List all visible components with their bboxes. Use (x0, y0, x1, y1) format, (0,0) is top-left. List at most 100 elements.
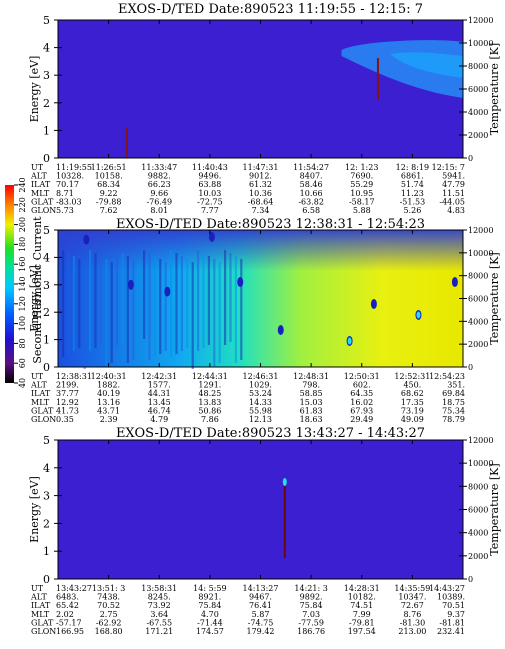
table-cell: -51.53 (400, 197, 426, 206)
stripe-texture (207, 256, 210, 345)
y2-tick-label: 12000 (468, 436, 493, 445)
y-axis-label: Energy [eV] (28, 56, 41, 123)
table-cell: 10.03 (198, 189, 221, 198)
blob-mark (416, 311, 421, 319)
table-cell: 10389. (437, 593, 465, 602)
stripe-texture (175, 253, 178, 354)
table-cell: 78.79 (442, 415, 465, 424)
table-cell: 10347. (398, 593, 426, 602)
table-cell: 68.62 (401, 389, 424, 398)
row-label: GLON (31, 415, 56, 424)
stripe-texture (137, 262, 140, 357)
stripe-texture (116, 250, 119, 345)
stripe-texture (229, 253, 232, 342)
table-cell: 14.33 (249, 398, 272, 407)
table-cell: 798. (302, 381, 320, 390)
table-cell: 8.01 (150, 206, 168, 215)
row-label: ALT (30, 593, 47, 602)
table-cell: 11.51 (442, 189, 465, 198)
table-cell: 7690. (350, 172, 373, 181)
table-cell: 9.37 (447, 610, 465, 619)
table-cell: 2.02 (56, 610, 74, 619)
table-cell: 53.24 (249, 389, 272, 398)
stripe-texture (234, 256, 237, 363)
table-cell: 11.23 (401, 189, 424, 198)
stripe-texture (62, 250, 65, 357)
table-cell: 12: 8:19 (396, 163, 429, 172)
table-cell: 168.80 (95, 627, 123, 636)
colorbar: 40 60 80 100 120 140 160 180 200 220 240 Second Ha… (5, 177, 44, 388)
y-tick-label: 3 (43, 69, 50, 82)
table-cell: 4.79 (150, 415, 168, 424)
table-cell: 12:54:23 (429, 372, 465, 381)
y2-tick-label: 6000 (468, 85, 488, 94)
table-cell: 179.42 (247, 627, 275, 636)
table-cell: 67.93 (350, 406, 373, 415)
colorbar-tick-label: 120 (18, 296, 27, 311)
table-cell: 5.73 (56, 206, 74, 215)
table-cell: 7.86 (201, 415, 219, 424)
table-cell: 11:26:51 (91, 163, 127, 172)
table-cell: -62.92 (96, 618, 122, 627)
stripe-texture (99, 256, 102, 345)
row-label: MLT (31, 610, 50, 619)
table-cell: 2199. (56, 381, 79, 390)
table-cell: -83.03 (56, 197, 82, 206)
table-cell: 18.75 (442, 398, 465, 407)
colorbar-tick-label: 60 (18, 358, 27, 368)
table-cell: 174.57 (196, 627, 224, 636)
table-cell: 12:52:31 (394, 372, 430, 381)
table-cell: 7438. (97, 593, 120, 602)
y-tick-label: 3 (43, 490, 50, 503)
stripe-texture (121, 253, 124, 342)
table-cell: 2.39 (100, 415, 118, 424)
spike-mark (282, 478, 287, 486)
stripe-texture (148, 253, 151, 360)
table-cell: 4.70 (201, 610, 219, 619)
y2-tick-label: 2000 (468, 131, 488, 140)
table-cell: -44.05 (439, 197, 465, 206)
table-cell: 13.16 (97, 398, 120, 407)
y2-tick-label: 0 (468, 154, 473, 163)
table-cell: 29.49 (350, 415, 373, 424)
stripe-texture (218, 262, 221, 363)
table-cell: -67.55 (146, 618, 172, 627)
table-cell: 12:38:31 (56, 372, 92, 381)
colorbar-gradient (5, 185, 14, 383)
enhancement-core (390, 52, 463, 78)
table-cell: 11:47:31 (243, 163, 279, 172)
stripe-texture (159, 259, 162, 354)
y-tick-label: 1 (43, 334, 50, 347)
table-cell: 12:40:31 (91, 372, 127, 381)
stripe-texture (186, 259, 189, 348)
table-cell: 37.77 (56, 389, 79, 398)
table-cell: 171.21 (145, 627, 173, 636)
row-label: GLAT (31, 618, 54, 627)
stripe-texture (197, 250, 200, 351)
table-cell: -72.75 (197, 197, 223, 206)
table-cell: 351. (447, 381, 465, 390)
table-cell: 7.62 (100, 206, 118, 215)
table-cell: 5.26 (403, 206, 421, 215)
row-label: UT (31, 163, 44, 172)
stripe-texture (126, 256, 129, 363)
table-cell: 49.09 (401, 415, 424, 424)
table-cell: 58.46 (300, 180, 323, 189)
colorbar-tick-label: 200 (18, 217, 27, 232)
chart-title: EXOS-D/TED Date:890523 11:19:55 - 12:15:… (118, 2, 423, 17)
y-tick-label: 0 (43, 573, 50, 586)
chart-title: EXOS-D/TED Date:890523 13:43:27 - 14:43:… (116, 426, 425, 441)
row-label: GLON (31, 206, 56, 215)
y2-tick-label: 10000 (468, 249, 493, 258)
row-label: ILAT (31, 180, 51, 189)
panel-2: EXOS-D/TED Date:890523 12:38:31 - 12:54:… (28, 217, 501, 424)
stripe-texture (89, 250, 92, 351)
table-cell: 75.34 (442, 406, 465, 415)
blob-mark (164, 286, 171, 297)
y2-tick-label: 4000 (468, 529, 488, 538)
table-cell: 48.25 (198, 389, 221, 398)
table-cell: 5.87 (252, 610, 270, 619)
stripe-texture (170, 250, 173, 357)
blob-mark (208, 231, 215, 242)
